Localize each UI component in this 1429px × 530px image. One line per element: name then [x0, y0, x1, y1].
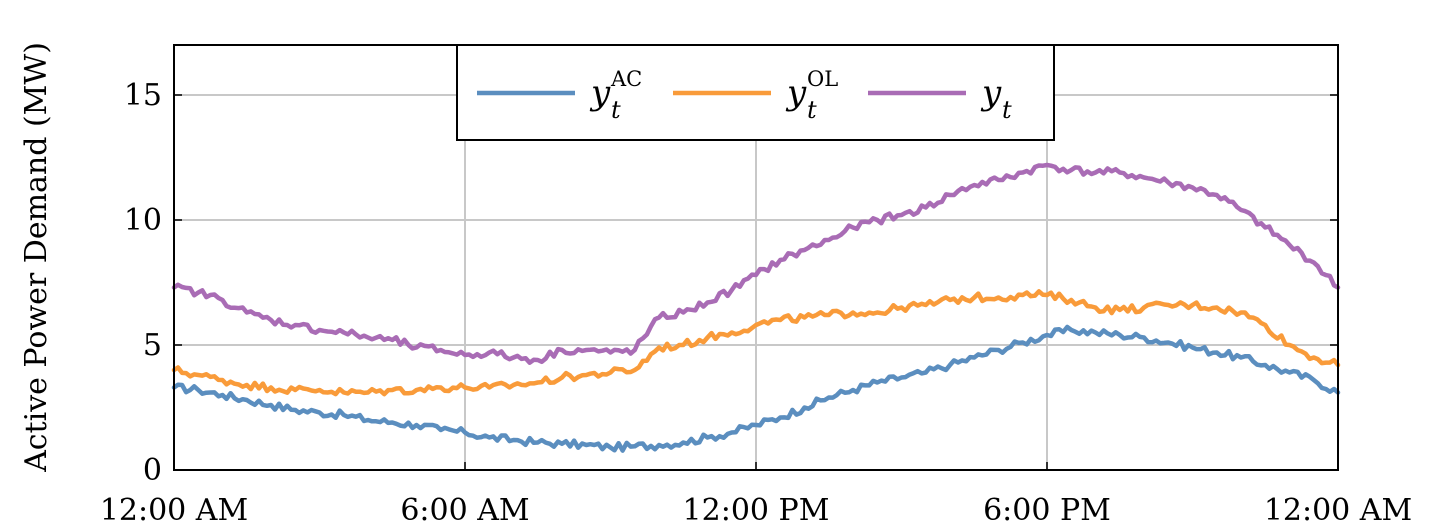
- y-tick-label: 0: [143, 453, 162, 488]
- series-line: [171, 162, 1341, 365]
- y-tick-labels: 0 5 10 15: [124, 78, 162, 488]
- x-tick-label: 6:00 PM: [983, 493, 1111, 528]
- legend-superscript: OL: [807, 67, 838, 91]
- x-tick-label: 6:00 AM: [400, 493, 529, 528]
- legend-label: y: [589, 73, 611, 113]
- axis-ticks: [173, 94, 1339, 471]
- legend-label: y: [980, 73, 1002, 113]
- series-layer: [171, 162, 1341, 453]
- x-tick-label: 12:00 PM: [683, 493, 830, 528]
- legend-subscript: t: [611, 96, 621, 124]
- series-line: [171, 289, 1341, 397]
- legend-subscript: t: [1002, 96, 1012, 124]
- x-tick-label: 12:00 AM: [1264, 493, 1412, 528]
- y-axis-title: Active Power Demand (MW): [19, 42, 54, 473]
- y-tick-label: 15: [124, 78, 162, 113]
- legend-superscript: AC: [610, 67, 642, 91]
- legend: y tAC y tOL y t: [456, 44, 1055, 141]
- x-tick-label: 12:00 AM: [100, 493, 248, 528]
- legend-subscript: t: [807, 96, 817, 124]
- series-line: [171, 324, 1341, 453]
- y-tick-label: 5: [143, 328, 162, 363]
- legend-label: y: [785, 73, 807, 113]
- x-tick-labels: 12:00 AM 6:00 AM 12:00 PM 6:00 PM 12:00 AM: [100, 493, 1412, 528]
- y-tick-label: 10: [124, 203, 162, 238]
